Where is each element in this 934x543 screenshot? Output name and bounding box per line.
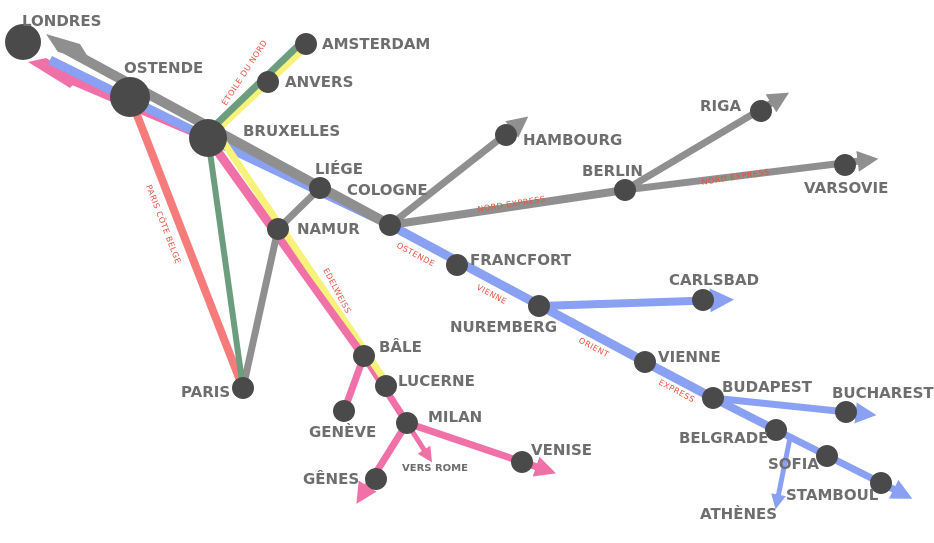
yellow-line-amsterdam-bruxelles [209, 43, 309, 137]
station-sofia[interactable] [816, 445, 838, 467]
station-amsterdam[interactable] [295, 33, 317, 55]
stations [5, 24, 892, 494]
station-bucharest[interactable] [835, 401, 857, 423]
pink-line-overlay [297, 265, 367, 359]
city-label-athenes: ATHÈNES [700, 504, 777, 523]
station-belgrade[interactable] [765, 419, 787, 441]
route-label-nord-express-2: NORD EXPRESS [701, 167, 770, 187]
blue-line-cologne-vienne [387, 221, 648, 366]
station-genes[interactable] [365, 468, 387, 490]
city-labels: LONDRES OSTENDE AMSTERDAM ANVERS BRUXELL… [22, 12, 934, 523]
station-ostende[interactable] [110, 77, 150, 117]
blue-line-belgrade-athenes [771, 437, 793, 510]
station-stamboul[interactable] [870, 472, 892, 494]
city-label-namur: NAMUR [297, 220, 360, 238]
station-carlsbad[interactable] [692, 289, 714, 311]
route-label-nord-express-1: NORD EXPRESS [477, 194, 546, 214]
station-lucerne[interactable] [375, 375, 397, 397]
station-bale[interactable] [353, 345, 375, 367]
station-hambourg[interactable] [495, 124, 517, 146]
city-label-bucharest: BUCHAREST [832, 384, 934, 402]
grey-line-berlin-varsovie [624, 150, 879, 194]
city-label-genes: GÊNES [303, 469, 359, 488]
station-namur[interactable] [267, 218, 289, 240]
city-label-paris: PARIS [181, 383, 230, 401]
station-bruxelles[interactable] [189, 119, 227, 157]
city-label-liege: LIÉGE [315, 159, 363, 178]
city-label-vienne: VIENNE [658, 348, 721, 366]
city-label-carlsbad: CARLSBAD [669, 271, 759, 289]
city-label-stamboul: STAMBOUL [786, 486, 879, 504]
green-line-bruxelles-paris [205, 137, 246, 389]
station-venise[interactable] [511, 451, 533, 473]
city-label-nuremberg: NUREMBERG [450, 318, 557, 336]
city-label-varsovie: VARSOVIE [804, 179, 888, 197]
city-label-milan: MILAN [428, 408, 482, 426]
city-label-berlin: BERLIN [582, 162, 643, 180]
station-anvers[interactable] [257, 71, 279, 93]
blue-line-vienne-budapest [642, 358, 716, 402]
station-budapest[interactable] [702, 387, 724, 409]
grey-line-namur-paris [239, 228, 282, 389]
station-berlin[interactable] [614, 179, 636, 201]
station-nuremberg[interactable] [528, 295, 550, 317]
city-label-budapest: BUDAPEST [722, 378, 813, 396]
city-label-bale: BÂLE [379, 337, 422, 356]
city-label-venise: VENISE [531, 441, 592, 459]
city-label-anvers: ANVERS [285, 73, 353, 91]
green-line-amsterdam-bruxelles [203, 39, 305, 137]
city-label-riga: RIGA [700, 97, 741, 115]
station-varsovie[interactable] [834, 154, 856, 176]
blue-line-nuremberg-carlsbad [538, 288, 734, 313]
station-riga[interactable] [750, 100, 772, 122]
yellow-line-bruxelles-lucerne [215, 132, 391, 387]
city-label-sofia: SOFIA [768, 455, 819, 473]
station-cologne[interactable] [379, 214, 401, 236]
station-paris[interactable] [232, 377, 254, 399]
city-label-hambourg: HAMBOURG [523, 131, 622, 149]
station-londres[interactable] [5, 24, 41, 60]
station-milan[interactable] [396, 412, 418, 434]
station-francfort[interactable] [446, 254, 468, 276]
route-label-vers-rome: VERS ROME [402, 463, 468, 474]
city-label-geneve: GENÈVE [309, 422, 376, 441]
station-liege[interactable] [309, 177, 331, 199]
city-label-londres: LONDRES [22, 12, 101, 30]
city-label-amsterdam: AMSTERDAM [322, 35, 430, 53]
city-label-cologne: COLOGNE [347, 181, 428, 199]
salmon-line-ostende-paris [126, 95, 247, 390]
station-geneve[interactable] [333, 400, 355, 422]
city-label-bruxelles: BRUXELLES [243, 122, 340, 140]
station-vienne[interactable] [634, 351, 656, 373]
blue-line-budapest-belgrade [711, 394, 778, 434]
city-label-francfort: FRANCFORT [470, 251, 572, 269]
city-label-lucerne: LUCERNE [398, 372, 475, 390]
city-label-belgrade: BELGRADE [679, 429, 768, 447]
city-label-ostende: OSTENDE [124, 59, 203, 77]
grey-line-cologne-berlin [389, 186, 626, 229]
